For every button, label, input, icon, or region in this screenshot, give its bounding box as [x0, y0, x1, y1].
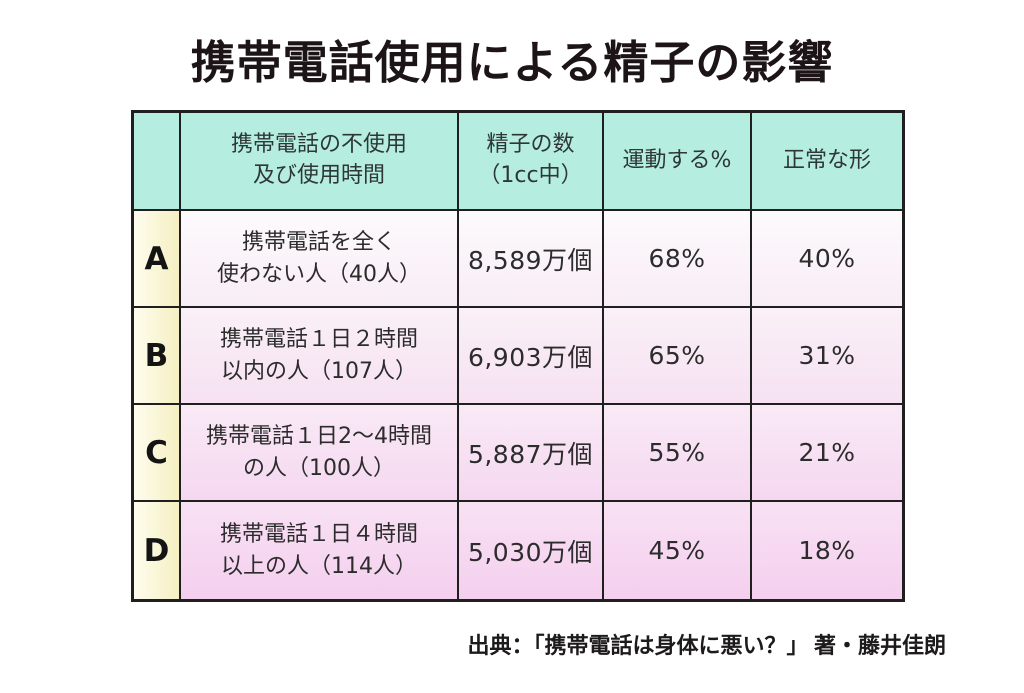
row-b-sperm-count: 6,903万個: [459, 308, 604, 405]
row-d-motility: 45%: [604, 502, 752, 599]
row-d-label: D: [134, 502, 181, 599]
row-d-usage: 携帯電話１日４時間 以上の人（114人）: [181, 502, 459, 599]
row-a-label: A: [134, 211, 181, 308]
row-b-label: B: [134, 308, 181, 405]
header-motility: 運動する%: [604, 113, 752, 211]
header-corner-cell: [134, 113, 181, 211]
header-usage: 携帯電話の不使用 及び使用時間: [181, 113, 459, 211]
row-a-usage: 携帯電話を全く 使わない人（40人）: [181, 211, 459, 308]
row-b-normal-shape: 31%: [752, 308, 902, 405]
row-a-normal-shape: 40%: [752, 211, 902, 308]
row-b-usage: 携帯電話１日２時間 以内の人（107人）: [181, 308, 459, 405]
row-a-sperm-count: 8,589万個: [459, 211, 604, 308]
row-c-motility: 55%: [604, 405, 752, 502]
row-c-label: C: [134, 405, 181, 502]
sperm-effect-table: 携帯電話の不使用 及び使用時間 精子の数 （1cc中） 運動する% 正常な形 A…: [131, 110, 905, 602]
header-normal-shape: 正常な形: [752, 113, 902, 211]
header-sperm-count: 精子の数 （1cc中）: [459, 113, 604, 211]
row-c-sperm-count: 5,887万個: [459, 405, 604, 502]
source-citation: 出典：「携帯電話は身体に悪い？」 著・藤井佳朗: [467, 633, 946, 658]
row-c-usage: 携帯電話１日2～4時間 の人（100人）: [181, 405, 459, 502]
row-b-motility: 65%: [604, 308, 752, 405]
row-c-normal-shape: 21%: [752, 405, 902, 502]
page-title: 携帯電話使用による精子の影響: [190, 36, 834, 89]
row-d-normal-shape: 18%: [752, 502, 902, 599]
row-a-motility: 68%: [604, 211, 752, 308]
row-d-sperm-count: 5,030万個: [459, 502, 604, 599]
